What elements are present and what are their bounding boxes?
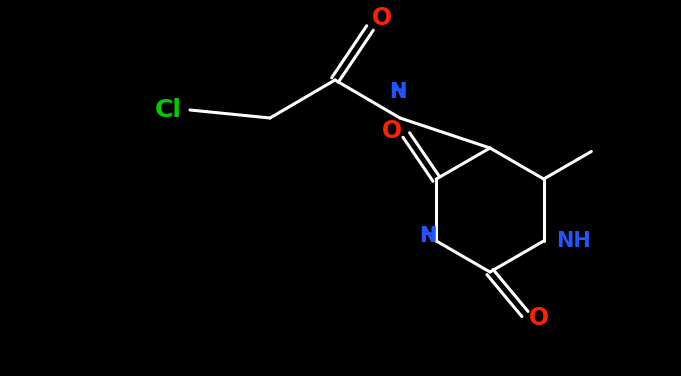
- Text: H: H: [419, 226, 437, 246]
- Text: Cl: Cl: [155, 98, 182, 122]
- Text: N: N: [390, 59, 407, 102]
- Text: N: N: [419, 203, 437, 246]
- Text: O: O: [372, 6, 392, 30]
- Text: NH: NH: [556, 231, 590, 251]
- Text: O: O: [529, 306, 549, 330]
- Text: H: H: [390, 82, 407, 102]
- Text: O: O: [382, 119, 402, 143]
